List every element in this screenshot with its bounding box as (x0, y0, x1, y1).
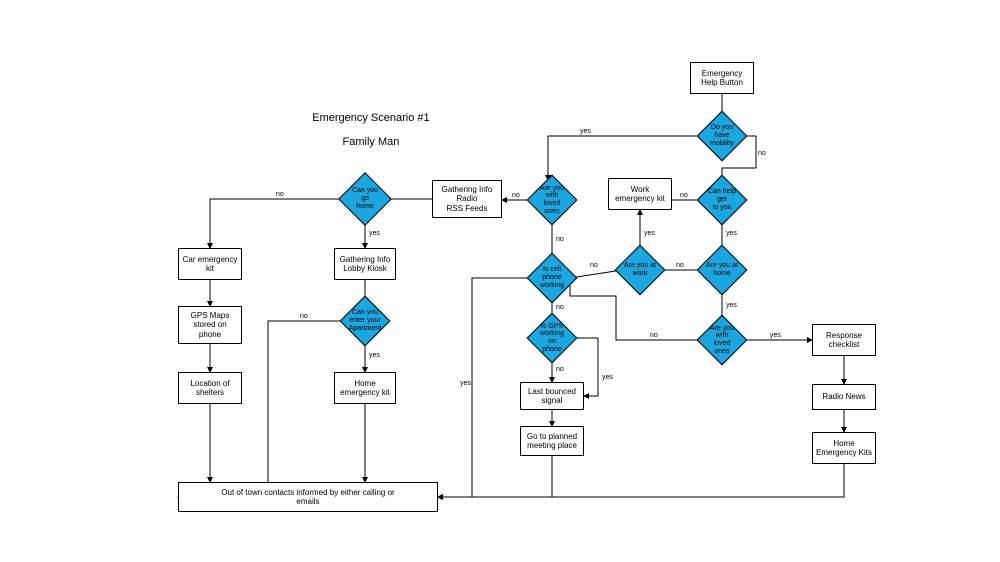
edge-label: yes (369, 230, 380, 237)
edge-label: no (512, 192, 520, 199)
rect-work_emergency_kit: Workemergency kit (608, 178, 672, 210)
edge-label: no (276, 191, 284, 198)
edge-label: no (676, 262, 684, 269)
edge-label: yes (644, 230, 655, 237)
rect-response_checklist: Responsechecklist (812, 324, 876, 356)
rect-car_emergency_kit: Car emergencykit (178, 248, 242, 280)
rect-gathering_lobby: Gathering InfoLobby Kiosk (334, 248, 396, 280)
rect-go_to_meeting: Go to plannedmeeting place (520, 426, 584, 456)
title-line1: Emergency Scenario #1 (312, 112, 429, 124)
diamond-are_you_with_loved_ones2: Are you withloved ones (704, 322, 740, 358)
rect-emergency_help_button: EmergencyHelp Button (690, 62, 754, 94)
edge-label: yes (460, 380, 471, 387)
edge-label: yes (602, 374, 613, 381)
edge-label: yes (369, 352, 380, 359)
edge-label: no (556, 236, 564, 243)
rect-home_emergency_kits: HomeEmergency Kits (812, 432, 876, 464)
edge-label: yes (580, 128, 591, 135)
diamond-is_cell_working: Is cell phoneworking (534, 260, 570, 296)
rect-gps_maps: GPS Mapsstored onphone (178, 306, 242, 344)
diamond-are_you_at_work: Are you atwork (622, 252, 658, 288)
diamond-are_you_at_home: Are you athome (704, 252, 740, 288)
edge-label: no (758, 150, 766, 157)
edge-label: no (680, 192, 688, 199)
rect-radio_news: Radio News (812, 384, 876, 410)
edge-label: yes (770, 332, 781, 339)
flowchart-canvas: Emergency Scenario #1 Family Man Emergen… (0, 0, 1000, 562)
diamond-do_you_have_mobility: Do you havemobility (704, 118, 740, 154)
edge-label: no (590, 262, 598, 269)
diamond-is_gps_working: Is GPSworking onphone (534, 320, 570, 356)
edge-label: no (650, 332, 658, 339)
diamond-can_enter_apartment: Can youenter yourApartment (347, 303, 383, 339)
diamond-can_you_go_home: Can you gohome (346, 180, 384, 218)
diamond-can_help_get_to_you: Can help getto you (704, 182, 740, 218)
title-line2: Family Man (343, 136, 400, 148)
rect-out_of_town: Out of town contacts informed by either … (178, 482, 438, 512)
edge-label: no (300, 313, 308, 320)
diagram-title: Emergency Scenario #1 Family Man (300, 100, 430, 160)
rect-home_emergency_kit: Homeemergency kit (334, 372, 396, 404)
diamond-are_you_with_loved_ones1: Are you withloved ones (534, 182, 570, 218)
edge-label: yes (726, 230, 737, 237)
rect-last_bounced_signal: Last bouncedsignal (520, 382, 584, 410)
edge-label: yes (726, 302, 737, 309)
rect-location_shelters: Location ofshelters (178, 372, 242, 404)
edges-layer (0, 0, 1000, 562)
edge-label: no (556, 304, 564, 311)
rect-gathering_radio: Gathering InfoRadioRSS Feeds (432, 180, 502, 218)
edge-label: no (556, 366, 564, 373)
